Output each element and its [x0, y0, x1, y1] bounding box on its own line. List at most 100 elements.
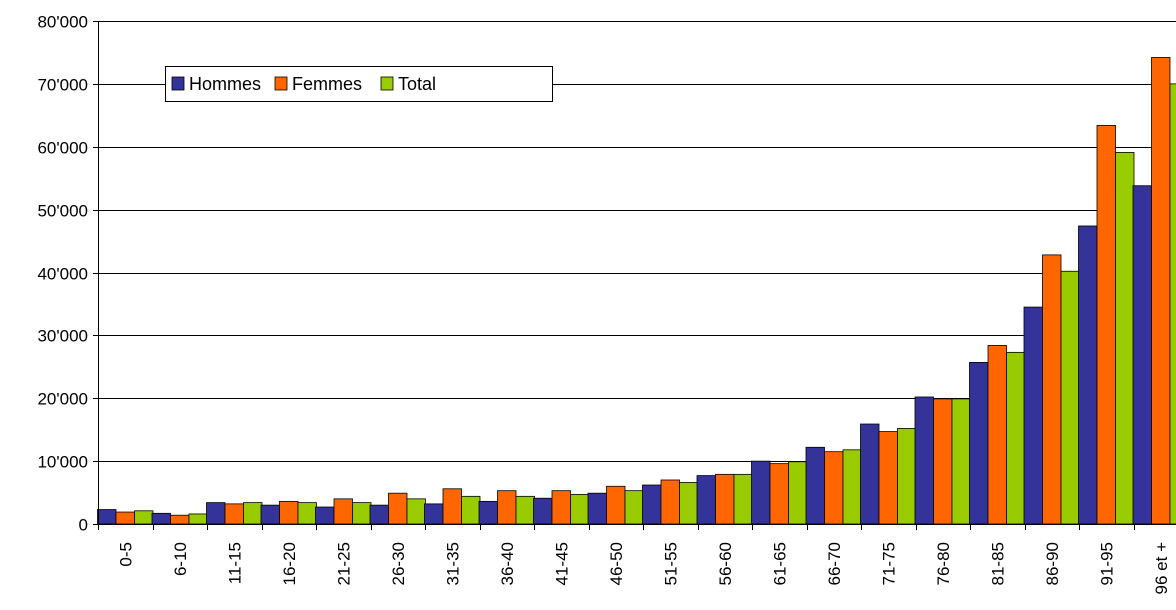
bar-total-26-30 [406, 498, 426, 525]
legend: Hommes Femmes Total [165, 66, 553, 102]
bar-femmes-56-60 [715, 473, 735, 525]
x-tick-label: 11-15 [225, 542, 244, 584]
x-tick-label: 26-30 [389, 542, 408, 585]
y-tick-label: 0 [79, 516, 88, 535]
bar-total-91-95 [1115, 152, 1135, 525]
bar-femmes-6-10 [170, 514, 190, 525]
x-tick-label: 56-60 [716, 542, 735, 585]
bar-hommes-81-85 [969, 362, 989, 525]
bar-total-96-et-+ [1169, 83, 1176, 525]
bar-hommes-36-40 [478, 500, 498, 525]
bar-hommes-51-55 [642, 484, 662, 525]
legend-label-total: Total [398, 74, 436, 94]
bar-hommes-86-90 [1023, 306, 1043, 525]
x-tick-label: 36-40 [498, 542, 517, 585]
bar-total-21-25 [352, 502, 372, 525]
y-tick-label: 70'000 [37, 76, 88, 95]
x-tick-label: 21-25 [334, 542, 353, 585]
x-tick-label: 96 et + [1152, 542, 1171, 595]
bar-femmes-46-50 [606, 485, 626, 525]
bar-hommes-0-5 [97, 509, 117, 525]
bar-femmes-81-85 [987, 345, 1007, 525]
bar-hommes-31-35 [424, 503, 444, 525]
x-tick-label: 6-10 [171, 542, 190, 576]
bar-femmes-71-75 [878, 431, 898, 525]
x-tick-label: 66-70 [825, 542, 844, 585]
y-tick-label: 10'000 [37, 453, 88, 472]
bar-total-61-65 [788, 461, 808, 525]
bar-total-41-45 [570, 494, 590, 525]
y-tick-label: 50'000 [37, 202, 88, 221]
x-axis-tick-labels: 0-5 6-10 11-15 16-20 21-25 26-30 31-35 36-40 41-… [116, 542, 1171, 595]
bar-hommes-66-70 [805, 446, 825, 525]
bar-femmes-76-80 [933, 398, 953, 525]
bar-hommes-96-et-+ [1132, 185, 1152, 525]
bar-femmes-91-95 [1096, 124, 1116, 525]
bar-hommes-16-20 [260, 504, 280, 525]
bar-total-66-70 [842, 449, 862, 525]
x-tick-label: 81-85 [988, 542, 1007, 585]
bar-total-6-10 [188, 513, 208, 525]
bar-total-31-35 [461, 495, 481, 525]
x-tick-label: 41-45 [552, 542, 571, 585]
legend-label-hommes: Hommes [189, 74, 261, 94]
legend-label-femmes: Femmes [292, 74, 362, 94]
bar-hommes-6-10 [151, 512, 171, 525]
bar-femmes-11-15 [224, 503, 244, 525]
bar-total-46-50 [624, 490, 644, 525]
x-tick-label: 0-5 [116, 542, 135, 567]
bar-femmes-96-et-+ [1151, 57, 1171, 525]
bar-hommes-11-15 [206, 502, 226, 525]
bar-hommes-76-80 [914, 396, 934, 525]
bar-hommes-61-65 [751, 460, 771, 525]
legend-swatch-total [380, 76, 394, 91]
bar-femmes-61-65 [769, 463, 789, 525]
bar-total-86-90 [1060, 270, 1080, 525]
x-tick-label: 51-55 [661, 542, 680, 585]
x-tick-label: 31-35 [443, 542, 462, 585]
bar-femmes-41-45 [551, 490, 571, 525]
x-tick-label: 91-95 [1097, 542, 1116, 585]
bar-hommes-46-50 [587, 492, 607, 525]
x-tick-label: 61-65 [770, 542, 789, 585]
bar-hommes-56-60 [696, 475, 716, 525]
bar-hommes-41-45 [533, 497, 553, 525]
bar-femmes-16-20 [279, 500, 299, 525]
y-axis-tick-labels: 0 10'000 20'000 30'000 40'000 50'000 60'000 70'… [37, 13, 88, 535]
x-tick-label: 71-75 [879, 542, 898, 585]
bar-femmes-21-25 [333, 498, 353, 525]
bar-hommes-91-95 [1078, 225, 1098, 525]
x-tick-label: 16-20 [280, 542, 299, 585]
bar-hommes-71-75 [860, 423, 880, 525]
bar-total-16-20 [297, 502, 317, 525]
bar-femmes-0-5 [115, 511, 135, 525]
bar-total-76-80 [951, 398, 971, 525]
bar-femmes-51-55 [660, 479, 680, 525]
y-tick-label: 30'000 [37, 327, 88, 346]
bar-femmes-36-40 [497, 490, 517, 525]
bar-total-51-55 [679, 482, 699, 525]
bars [97, 57, 1176, 525]
bar-femmes-26-30 [388, 492, 408, 525]
bar-hommes-26-30 [369, 504, 389, 525]
y-tick-label: 80'000 [37, 13, 88, 32]
x-tick-label: 76-80 [934, 542, 953, 585]
bar-hommes-21-25 [315, 506, 335, 525]
legend-swatch-hommes [171, 76, 185, 91]
bar-total-11-15 [243, 502, 263, 525]
y-tick-label: 60'000 [37, 139, 88, 158]
bar-femmes-66-70 [824, 451, 844, 525]
bar-total-0-5 [134, 510, 154, 525]
legend-swatch-femmes [274, 76, 288, 91]
bar-total-71-75 [897, 428, 917, 525]
y-tick-label: 40'000 [37, 265, 88, 284]
bar-total-81-85 [1006, 351, 1026, 525]
axes [93, 21, 1176, 530]
x-tick-label: 46-50 [607, 542, 626, 585]
bar-femmes-31-35 [442, 488, 462, 525]
bar-total-56-60 [733, 473, 753, 525]
legend-box [165, 66, 553, 102]
bar-femmes-86-90 [1042, 254, 1062, 525]
y-tick-label: 20'000 [37, 390, 88, 409]
